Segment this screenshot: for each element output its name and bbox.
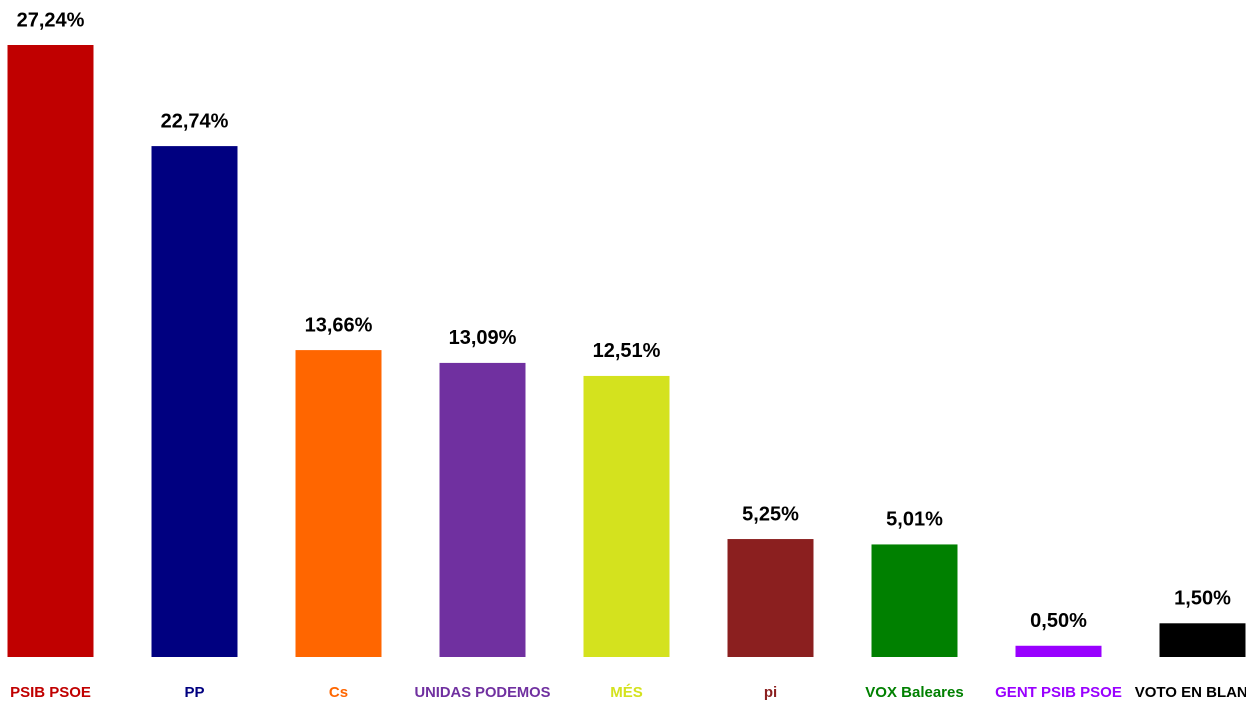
value-label: 13,66%	[305, 314, 373, 336]
value-label: 0,50%	[1030, 610, 1087, 632]
category-label: GENT PSIB PSOE	[995, 684, 1122, 701]
bar	[727, 539, 814, 657]
bar	[151, 146, 238, 657]
bar	[1159, 623, 1246, 657]
value-label: 27,24%	[17, 9, 85, 31]
category-label: pi	[764, 684, 777, 701]
bar	[583, 375, 670, 657]
bar	[1015, 645, 1102, 657]
category-label: VOTO EN BLANCO	[1135, 684, 1246, 701]
category-label: UNIDAS PODEMOS	[415, 684, 551, 701]
value-label: 1,50%	[1174, 588, 1231, 610]
category-label: Cs	[329, 684, 348, 701]
value-label: 5,01%	[886, 509, 943, 531]
category-label: VOX Baleares	[865, 684, 963, 701]
bar	[871, 544, 958, 657]
category-label: PP	[184, 684, 204, 701]
bar	[295, 350, 382, 657]
value-label: 5,25%	[742, 503, 799, 525]
value-label: 13,09%	[449, 327, 517, 349]
value-label: 12,51%	[593, 340, 661, 362]
bar	[439, 362, 526, 657]
category-label: MÉS	[610, 684, 643, 701]
value-label: 22,74%	[161, 110, 229, 132]
bar	[7, 45, 94, 657]
category-label: PSIB PSOE	[10, 684, 91, 701]
